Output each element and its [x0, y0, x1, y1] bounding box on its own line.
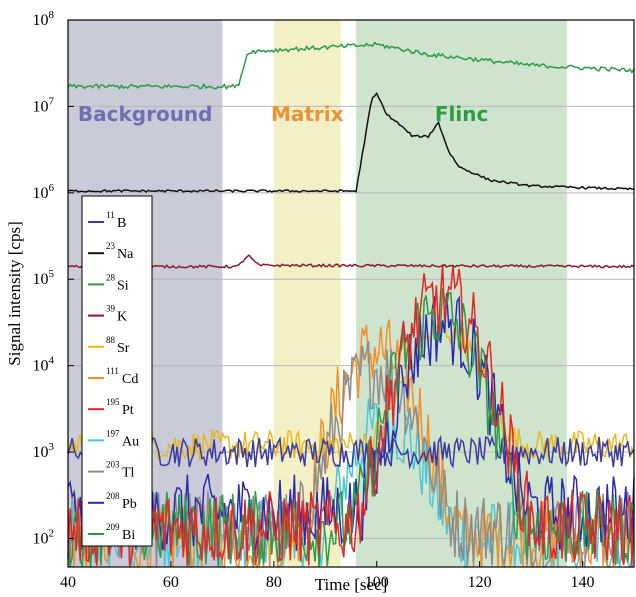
- legend-box: [81, 195, 153, 547]
- x-tick-label: 100: [365, 574, 389, 591]
- legend: 11B23Na28Si39K88Sr111Cd195Pt197Au203Tl20…: [81, 195, 153, 547]
- legend-element-bi: Bi: [122, 528, 135, 543]
- legend-element-cd: Cd: [122, 372, 138, 387]
- legend-mass-cd: 111: [106, 366, 119, 376]
- legend-element-si: Si: [117, 278, 129, 293]
- legend-element-tl: Tl: [122, 466, 135, 481]
- x-tick-label: 140: [571, 574, 595, 591]
- region-label-matrix: Matrix: [271, 102, 344, 126]
- series-line-b: [67, 434, 635, 470]
- y-axis-title: Signal intensity [cps]: [5, 221, 24, 365]
- y-tick-label: 106: [33, 182, 55, 202]
- y-tick-label: 104: [33, 355, 55, 375]
- legend-mass-au: 197: [106, 428, 120, 438]
- region-labels: Background Matrix Flinc: [78, 102, 488, 126]
- legend-mass-k: 39: [106, 304, 116, 314]
- series-line-pt: [67, 264, 635, 568]
- highlight-regions: [68, 20, 568, 567]
- region-label-flinc: Flinc: [435, 102, 488, 126]
- legend-mass-si: 28: [106, 272, 116, 282]
- legend-element-b: B: [117, 216, 126, 231]
- region-label-background: Background: [78, 102, 213, 126]
- plot-frame: [67, 19, 635, 568]
- x-tick-label: 80: [266, 574, 282, 591]
- legend-mass-b: 11: [106, 210, 115, 220]
- x-tick-label: 120: [468, 574, 492, 591]
- legend-mass-tl: 203: [106, 460, 120, 470]
- legend-element-au: Au: [122, 434, 139, 449]
- series-line-si: [67, 41, 635, 90]
- region-matrix: [273, 20, 341, 567]
- series-line-k: [67, 254, 635, 269]
- legend-element-pt: Pt: [122, 403, 134, 418]
- x-tick-label: 60: [163, 574, 179, 591]
- series-line-na: [67, 91, 634, 193]
- legend-element-sr: Sr: [117, 341, 130, 356]
- y-tick-label: 103: [33, 441, 55, 461]
- legend-mass-bi: 209: [106, 522, 120, 532]
- legend-element-pb: Pb: [122, 497, 137, 512]
- axis-ticks: 102 103 104 105 106 107 108 40 60 80 100 120 140: [33, 9, 595, 591]
- legend-mass-pb: 208: [106, 491, 120, 501]
- legend-element-k: K: [117, 310, 127, 325]
- legend-mass-pt: 195: [106, 397, 120, 407]
- y-tick-label: 107: [33, 95, 55, 115]
- legend-element-na: Na: [117, 247, 134, 262]
- y-tick-label: 102: [33, 527, 55, 547]
- legend-mass-na: 23: [106, 241, 116, 251]
- y-tick-label: 105: [33, 268, 55, 288]
- legend-mass-sr: 88: [106, 335, 116, 345]
- x-axis-title: Time [sec]: [315, 575, 388, 594]
- series-line-sr: [67, 318, 635, 462]
- y-tick-label: 108: [33, 9, 55, 29]
- series-lines: [67, 41, 635, 570]
- x-tick-label: 40: [60, 574, 76, 591]
